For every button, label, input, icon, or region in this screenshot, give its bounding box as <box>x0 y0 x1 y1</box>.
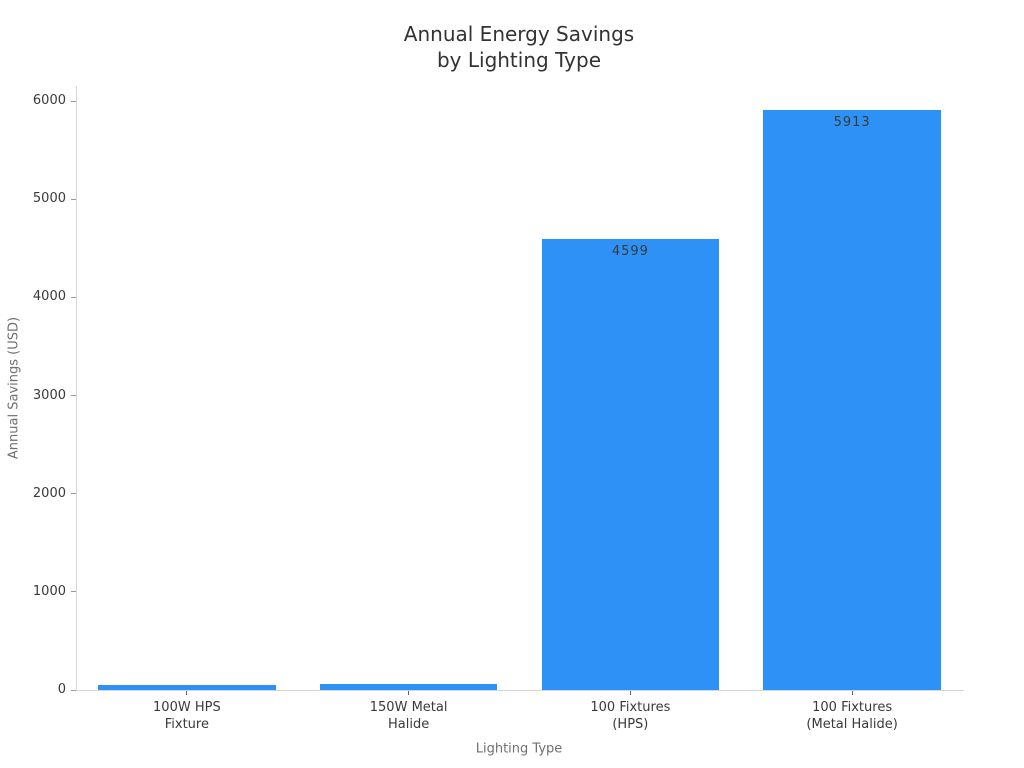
y-tick-label: 3000 <box>32 387 66 403</box>
y-tick-mark <box>71 296 76 298</box>
y-tick-label: 4000 <box>32 289 66 305</box>
y-tick-label: 5000 <box>32 191 66 207</box>
x-tick-label-line: 100 Fixtures <box>812 700 893 715</box>
chart-title: Annual Energy Savings by Lighting Type <box>404 21 634 73</box>
y-axis-spine <box>76 86 77 691</box>
x-tick-label: 100 Fixtures (Metal Halide) <box>762 699 942 733</box>
x-tick-mark <box>408 691 410 695</box>
chart-title-line2: by Lighting Type <box>436 48 602 72</box>
x-tick-mark <box>186 691 188 695</box>
x-tick-label: 100W HPS Fixture <box>97 699 277 733</box>
x-axis-title: Lighting Type <box>475 741 563 757</box>
x-axis-spine <box>76 690 964 691</box>
y-tick-label: 6000 <box>32 93 66 108</box>
x-tick-label-line: 100 Fixtures <box>590 700 671 715</box>
y-tick-mark <box>71 198 76 200</box>
y-tick-label: 1000 <box>32 583 66 599</box>
y-tick-mark <box>71 689 76 691</box>
bar-value-label: 4599 <box>611 243 649 259</box>
y-tick-label: 0 <box>57 682 66 697</box>
bar-2 <box>319 684 498 690</box>
x-tick-mark <box>629 691 631 695</box>
x-tick-label: 150W Metal Halide <box>319 699 499 733</box>
x-tick-label-line: (Metal Halide) <box>806 717 898 732</box>
y-tick-mark <box>71 591 76 593</box>
bar-value-label: 5913 <box>833 114 871 130</box>
bar-3 <box>541 238 720 690</box>
y-tick-mark <box>71 493 76 495</box>
y-tick-label: 2000 <box>32 485 66 501</box>
chart-title-line1: Annual Energy Savings <box>403 22 635 46</box>
x-tick-label-line: 150W Metal <box>369 700 448 715</box>
y-tick-mark <box>71 100 76 102</box>
bar-1 <box>98 685 276 690</box>
x-tick-mark <box>851 691 853 695</box>
x-tick-label-line: 100W HPS <box>153 700 221 715</box>
x-tick-label: 100 Fixtures (HPS) <box>540 699 720 733</box>
x-tick-label-line: Halide <box>388 717 430 732</box>
x-tick-label-line: Fixture <box>164 717 209 732</box>
x-tick-label-line: (HPS) <box>612 717 649 732</box>
bar-4 <box>763 109 941 690</box>
y-tick-mark <box>71 395 76 396</box>
